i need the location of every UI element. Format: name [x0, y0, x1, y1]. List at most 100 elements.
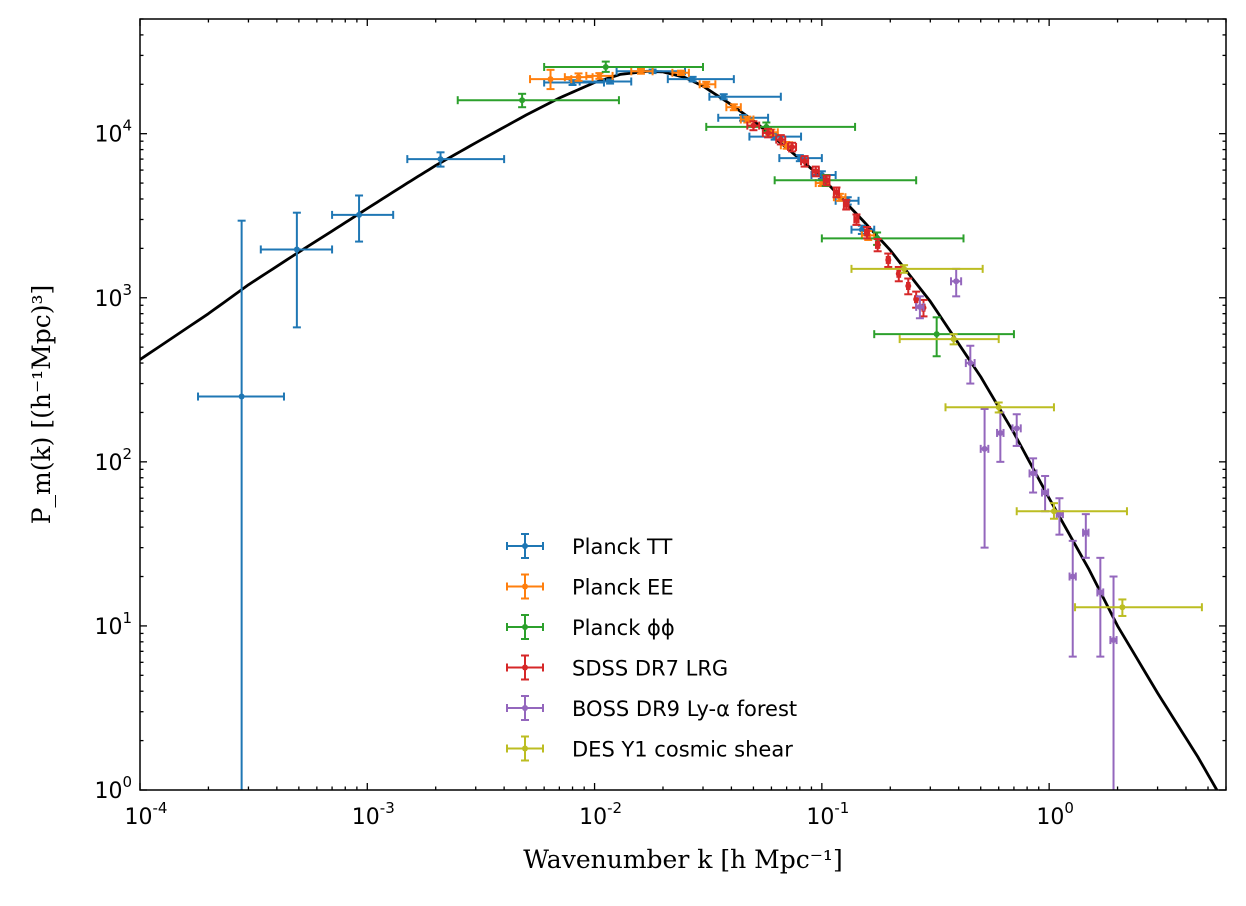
data-point — [949, 267, 963, 298]
data-marker — [596, 72, 603, 79]
legend-dot — [522, 745, 528, 752]
data-marker — [853, 216, 860, 223]
data-point — [259, 211, 334, 329]
data-point — [666, 75, 735, 84]
legend-dot — [522, 543, 528, 549]
legend-item: BOSS DR9 Ly-α forest — [506, 695, 797, 721]
data-point — [800, 155, 810, 168]
data-point — [1011, 413, 1022, 447]
data-point — [1015, 502, 1128, 520]
y-axis-title: P_m(k) [(h⁻¹Mpc)³] — [27, 285, 56, 525]
data-point — [820, 231, 965, 246]
data-marker — [905, 282, 912, 289]
data-point — [811, 165, 820, 178]
data-point — [842, 198, 851, 211]
data-point — [708, 92, 782, 101]
data-point — [761, 127, 775, 139]
data-marker — [997, 429, 1004, 436]
data-point — [748, 132, 803, 141]
data-point — [1081, 513, 1090, 559]
legend-marker — [506, 654, 544, 681]
data-point — [456, 92, 620, 109]
data-marker — [730, 104, 737, 111]
data-marker — [858, 226, 865, 233]
legend-marker — [506, 695, 544, 721]
data-point — [944, 401, 1055, 414]
legend: Planck TT Planck EE Planck ϕϕ SDSS DR7 LRG B… — [506, 533, 797, 762]
data-point — [1040, 474, 1050, 513]
data-marker — [547, 76, 554, 83]
data-marker — [953, 278, 960, 285]
series-5 — [915, 267, 1118, 790]
model-curve — [140, 69, 1219, 790]
data-point — [671, 68, 690, 77]
model-curve-layer — [140, 69, 1219, 790]
data-marker — [833, 189, 840, 196]
data-marker — [933, 331, 940, 338]
series-2 — [529, 67, 876, 241]
data-marker — [1050, 508, 1057, 515]
data-marker — [519, 97, 526, 104]
data-point — [1068, 539, 1077, 658]
data-marker — [885, 256, 892, 263]
data-marker — [950, 336, 957, 343]
data-marker — [575, 74, 582, 81]
data-marker — [864, 229, 871, 236]
data-point — [543, 78, 605, 87]
legend-label: BOSS DR9 Ly-α forest — [572, 697, 797, 721]
data-point — [725, 103, 742, 112]
data-point — [630, 67, 654, 76]
data-marker — [1056, 511, 1063, 518]
data-point — [1028, 457, 1038, 494]
x-tick-label: 10-1 — [806, 799, 849, 830]
data-point — [832, 186, 841, 199]
data-point — [543, 60, 705, 73]
legend-item: Planck TT — [506, 533, 673, 559]
data-marker — [823, 177, 830, 184]
data-point — [197, 219, 285, 790]
data-point — [746, 120, 761, 132]
legend-dot — [522, 664, 528, 671]
data-marker — [689, 76, 696, 83]
data-marker — [789, 143, 796, 150]
legend-label: Planck TT — [572, 535, 673, 559]
data-marker — [1110, 637, 1117, 644]
data-marker — [874, 241, 881, 248]
data-marker — [995, 404, 1002, 411]
data-point — [884, 252, 893, 268]
legend-label: Planck ϕϕ — [572, 616, 675, 640]
y-tick-label: 104 — [94, 117, 132, 148]
data-point — [863, 225, 872, 240]
data-marker — [293, 246, 300, 253]
data-marker — [356, 211, 363, 218]
x-tick-label: 100 — [1036, 799, 1074, 830]
data-marker — [1042, 489, 1049, 496]
data-series-layer — [197, 60, 1203, 790]
data-point — [915, 295, 925, 320]
data-point — [1055, 497, 1064, 536]
plot-frame — [139, 18, 1227, 791]
data-marker — [238, 393, 245, 400]
data-marker — [895, 270, 902, 277]
data-point — [873, 316, 1015, 358]
legend-label: Planck EE — [572, 576, 674, 600]
data-marker — [602, 63, 609, 70]
data-marker — [967, 360, 974, 367]
data-point — [529, 68, 573, 91]
series-1 — [197, 67, 876, 790]
data-point — [979, 407, 990, 549]
y-tick-label: 101 — [94, 609, 132, 640]
data-marker — [843, 201, 850, 208]
legend-dot — [522, 624, 528, 630]
data-point — [717, 113, 770, 122]
legend-marker — [506, 533, 544, 559]
data-point — [331, 194, 395, 243]
x-tick-label: 10-3 — [352, 799, 395, 830]
data-marker — [916, 303, 923, 310]
data-point — [898, 333, 1000, 346]
data-marker — [1082, 529, 1089, 536]
data-point — [850, 264, 984, 274]
data-point — [585, 71, 614, 80]
legend-dot — [522, 583, 528, 590]
x-tick-label: 10-4 — [125, 799, 168, 830]
